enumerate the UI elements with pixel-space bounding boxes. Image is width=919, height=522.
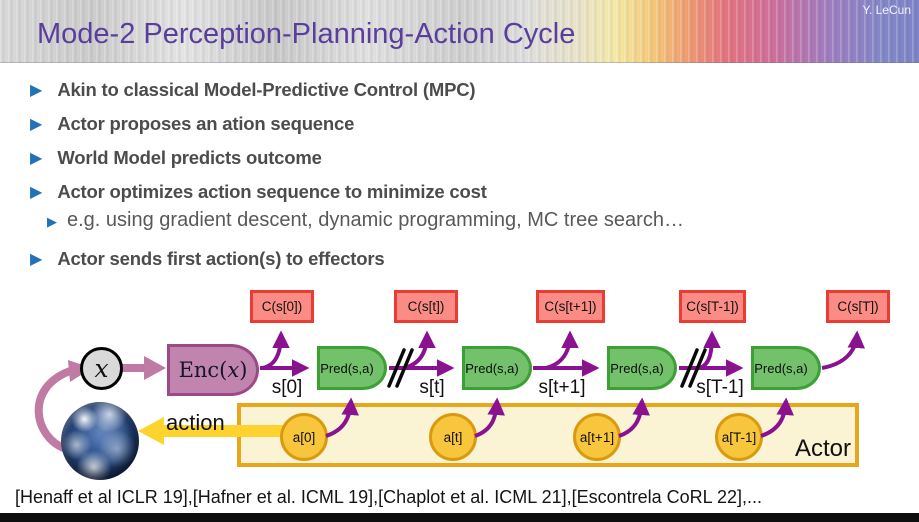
cost-box-5: C(s[T]) bbox=[826, 290, 890, 323]
state-label-sT1: s[T-1] bbox=[696, 377, 744, 398]
predictor-block-4: Pred(s,a) bbox=[751, 346, 821, 390]
predictor-label: Pred(s,a) bbox=[754, 360, 808, 376]
action-label: a[T-1] bbox=[721, 429, 757, 445]
actor-label: Actor bbox=[795, 435, 852, 462]
action-node-2: a[t] bbox=[429, 413, 477, 461]
cost-arrow-3 bbox=[545, 330, 579, 370]
cost-box-3: C(s[t+1]) bbox=[536, 290, 605, 323]
bullet-text: Actor proposes an ation sequence bbox=[57, 113, 355, 134]
bottom-bar bbox=[0, 513, 919, 522]
bullet-text: World Model predicts outcome bbox=[57, 147, 322, 168]
bullet-text: Akin to classical Model-Predictive Contr… bbox=[57, 79, 476, 100]
state-label-st1: s[t+1] bbox=[538, 377, 586, 398]
header-banner: Mode-2 Perception-Planning-Action Cycle … bbox=[0, 0, 919, 63]
bullet-item: ▶ Actor optimizes action sequence to min… bbox=[30, 181, 487, 203]
bullet-item: ▶ Akin to classical Model-Predictive Con… bbox=[30, 79, 476, 101]
bullet-triangle-icon: ▶ bbox=[30, 82, 43, 99]
observation-arrow-head bbox=[144, 356, 166, 380]
bullet-item: ▶ Actor sends first action(s) to effecto… bbox=[30, 248, 385, 270]
cost-box-2: C(s[t]) bbox=[394, 290, 458, 323]
author-credit: Y. LeCun bbox=[862, 3, 912, 17]
cost-arrow-2 bbox=[403, 330, 436, 370]
cost-box-1: C(s[0]) bbox=[250, 290, 314, 323]
cost-label: C(s[t+1]) bbox=[544, 299, 597, 314]
bullet-triangle-icon: ▶ bbox=[30, 150, 43, 167]
bullet-item: ▶ World Model predicts outcome bbox=[30, 147, 322, 169]
actor-box bbox=[237, 403, 859, 467]
bullet-triangle-icon: ▶ bbox=[30, 184, 43, 201]
action-node-3: a[t+1] bbox=[573, 413, 621, 461]
predictor-block-3: Pred(s,a) bbox=[607, 346, 677, 390]
bullet-subitem: ▶ e.g. using gradient descent, dynamic p… bbox=[47, 209, 684, 232]
predictor-block-2: Pred(s,a) bbox=[462, 346, 532, 390]
earth-image bbox=[61, 402, 139, 480]
cost-box-4: C(s[T-1]) bbox=[679, 290, 746, 323]
predictor-label: Pred(s,a) bbox=[465, 360, 519, 376]
bullet-triangle-icon: ▶ bbox=[30, 251, 43, 268]
action-node-1: a[0] bbox=[280, 413, 328, 461]
predictor-block-1: Pred(s,a) bbox=[317, 346, 387, 390]
cost-label: C(s[0]) bbox=[261, 299, 303, 314]
cost-arrow-1 bbox=[261, 330, 290, 370]
encoder-block: Enc(x) bbox=[167, 344, 259, 396]
bullet-text: Actor optimizes action sequence to minim… bbox=[57, 181, 487, 202]
predictor-label: Pred(s,a) bbox=[320, 360, 374, 376]
page-title: Mode-2 Perception-Planning-Action Cycle bbox=[37, 18, 576, 50]
action-node-4: a[T-1] bbox=[715, 413, 763, 461]
bullet-text: Actor sends first action(s) to effectors bbox=[57, 248, 385, 269]
bullet-triangle-icon: ▶ bbox=[30, 116, 43, 133]
state-label-st: s[t] bbox=[419, 377, 445, 398]
observation-node: x bbox=[80, 347, 123, 390]
cost-label: C(s[T]) bbox=[837, 299, 879, 314]
cost-arrow-4 bbox=[699, 330, 721, 370]
observation-label: x bbox=[94, 354, 109, 383]
predictor-label: Pred(s,a) bbox=[610, 360, 664, 376]
citation-text: [Henaff et al ICLR 19],[Hafner et al. IC… bbox=[15, 487, 763, 507]
action-arrow-head bbox=[138, 417, 164, 445]
cost-label: C(s[t]) bbox=[407, 299, 445, 314]
action-label: a[t+1] bbox=[579, 429, 615, 445]
action-arrow-label: action bbox=[166, 410, 225, 435]
bullet-triangle-icon: ▶ bbox=[47, 214, 57, 229]
encoder-label: Enc(x) bbox=[178, 358, 248, 382]
action-label: a[0] bbox=[292, 429, 316, 445]
state-label-s0: s[0] bbox=[271, 377, 303, 398]
action-label: a[t] bbox=[443, 429, 463, 445]
cost-label: C(s[T-1]) bbox=[686, 299, 739, 314]
bullet-item: ▶ Actor proposes an ation sequence bbox=[30, 113, 354, 135]
bullet-text: e.g. using gradient descent, dynamic pro… bbox=[67, 209, 684, 231]
cost-arrow-5 bbox=[821, 330, 865, 370]
